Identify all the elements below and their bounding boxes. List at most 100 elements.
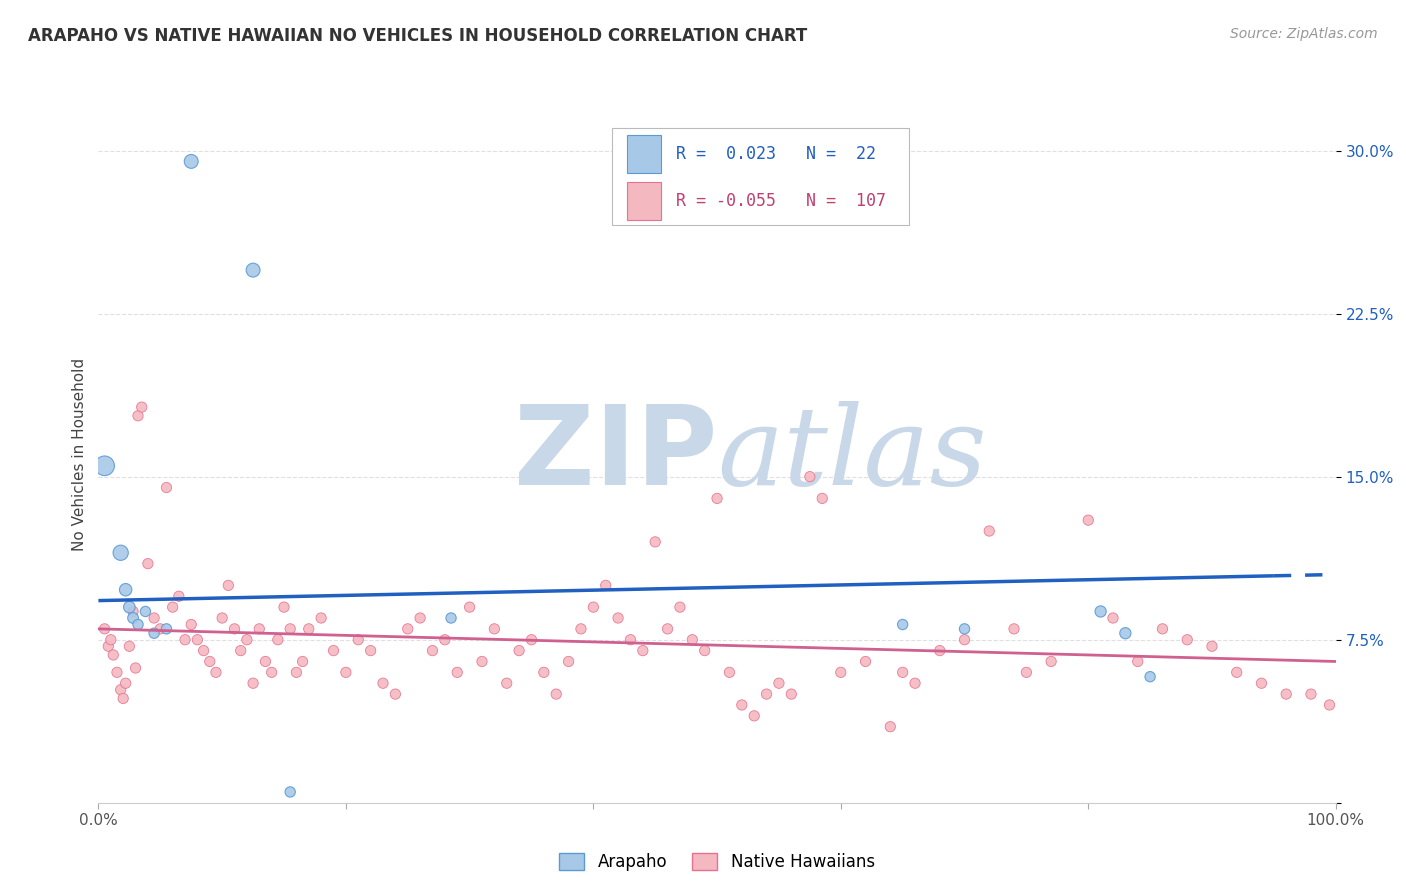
Point [134, 605, 156, 619]
Point [904, 676, 927, 690]
Point [242, 676, 264, 690]
Y-axis label: No Vehicles in Household: No Vehicles in Household [72, 359, 87, 551]
Point [122, 605, 145, 619]
Point [149, 622, 172, 636]
Point [100, 632, 122, 647]
Point [360, 643, 382, 657]
Point [1226, 665, 1249, 680]
Point [396, 622, 419, 636]
Point [508, 643, 530, 657]
Point [114, 582, 136, 597]
Point [174, 632, 197, 647]
Point [186, 632, 208, 647]
Point [335, 665, 357, 680]
Point [582, 600, 605, 615]
Point [1015, 665, 1038, 680]
Point [211, 611, 233, 625]
Point [891, 617, 914, 632]
Point [1126, 655, 1149, 669]
Point [1139, 670, 1161, 684]
Point [1250, 676, 1272, 690]
Point [103, 648, 125, 662]
Point [267, 632, 290, 647]
Point [433, 632, 456, 647]
Point [718, 665, 741, 680]
Point [891, 665, 914, 680]
Point [557, 655, 579, 669]
Point [879, 720, 901, 734]
Text: ZIP: ZIP [513, 401, 717, 508]
Point [347, 632, 370, 647]
Point [298, 622, 321, 636]
Point [953, 632, 976, 647]
Point [731, 698, 754, 712]
Point [105, 665, 128, 680]
Point [440, 611, 463, 625]
Point [1002, 622, 1025, 636]
Point [1077, 513, 1099, 527]
Point [458, 600, 481, 615]
FancyBboxPatch shape [627, 182, 661, 220]
Point [224, 622, 246, 636]
Point [446, 665, 468, 680]
Point [229, 643, 252, 657]
Point [1152, 622, 1174, 636]
Point [124, 661, 146, 675]
Point [110, 546, 132, 560]
Point [136, 557, 159, 571]
Point [180, 154, 202, 169]
Point [1102, 611, 1125, 625]
Point [953, 622, 976, 636]
Point [309, 611, 332, 625]
Point [644, 535, 666, 549]
Text: atlas: atlas [717, 401, 987, 508]
Point [278, 622, 301, 636]
Point [193, 643, 215, 657]
Point [768, 676, 790, 690]
Point [1175, 632, 1198, 647]
FancyBboxPatch shape [612, 128, 908, 226]
Point [657, 622, 679, 636]
Point [422, 643, 444, 657]
Point [371, 676, 394, 690]
Point [291, 655, 314, 669]
Point [569, 622, 592, 636]
Point [780, 687, 803, 701]
Point [520, 632, 543, 647]
Point [260, 665, 283, 680]
Text: R = -0.055   N =  107: R = -0.055 N = 107 [676, 192, 886, 210]
Point [118, 600, 141, 615]
Point [742, 708, 765, 723]
Point [278, 785, 301, 799]
Point [855, 655, 877, 669]
Point [1040, 655, 1063, 669]
Legend: Arapaho, Native Hawaiians: Arapaho, Native Hawaiians [553, 847, 882, 878]
Point [706, 491, 728, 506]
Point [811, 491, 834, 506]
Point [97, 639, 120, 653]
Point [495, 676, 517, 690]
Point [669, 600, 692, 615]
Point [247, 622, 270, 636]
Point [217, 578, 239, 592]
Point [155, 481, 177, 495]
Point [114, 676, 136, 690]
Point [546, 687, 568, 701]
Point [162, 600, 184, 615]
Point [619, 632, 641, 647]
Point [242, 263, 264, 277]
Text: Source: ZipAtlas.com: Source: ZipAtlas.com [1230, 27, 1378, 41]
Point [484, 622, 506, 636]
Point [118, 639, 141, 653]
Point [112, 691, 135, 706]
Point [180, 617, 202, 632]
Point [631, 643, 654, 657]
Point [322, 643, 344, 657]
Point [384, 687, 406, 701]
Point [409, 611, 432, 625]
Point [127, 617, 149, 632]
Point [205, 665, 228, 680]
Point [122, 611, 145, 625]
Point [155, 622, 177, 636]
Point [127, 409, 149, 423]
